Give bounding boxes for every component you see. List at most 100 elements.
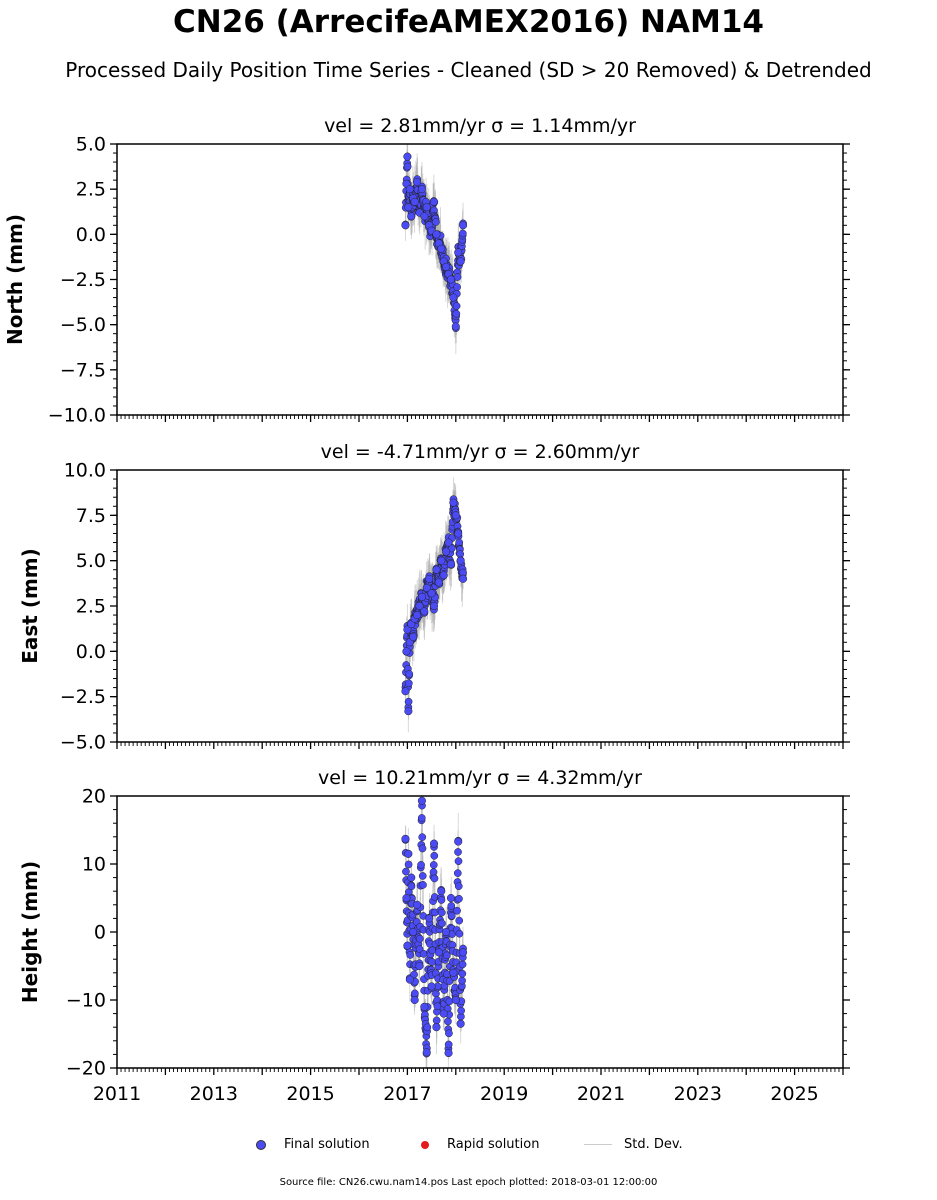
data-point (429, 839, 439, 848)
y-axis-label: Height (mm) (18, 861, 42, 1003)
data-point (405, 185, 414, 194)
data-point (449, 498, 458, 507)
legend-label-final: Final solution (284, 1137, 370, 1152)
data-point (417, 185, 426, 194)
data-point (401, 687, 410, 696)
std-dev-line-icon (584, 1144, 612, 1145)
y-tick-label: 2.5 (76, 179, 106, 201)
data-point (404, 697, 413, 706)
data-point (456, 1019, 465, 1028)
data-point (403, 152, 412, 161)
data-point (432, 1016, 441, 1025)
data-point (402, 893, 411, 903)
y-tick-label: 10 (82, 854, 106, 876)
data-point (403, 625, 412, 634)
data-point (415, 601, 424, 611)
data-point (446, 560, 456, 569)
data-point (452, 302, 461, 310)
data-point (444, 538, 453, 547)
data-point (437, 896, 446, 904)
data-point (459, 948, 468, 957)
data-point (425, 914, 434, 923)
data-point (447, 902, 456, 910)
y-tick-label: −10 (66, 990, 106, 1012)
data-point (438, 919, 446, 928)
data-point (437, 908, 446, 917)
data-point (442, 262, 451, 271)
plot-frame (116, 795, 844, 1069)
data-point (444, 1048, 453, 1058)
x-tick-label: 2017 (383, 1083, 431, 1105)
y-tick-label: 7.5 (76, 505, 106, 527)
data-point (454, 848, 462, 856)
panel-title: vel = -4.71mm/yr σ = 2.60mm/yr (321, 441, 640, 463)
data-point (437, 556, 446, 565)
data-point (429, 601, 439, 611)
data-point (430, 874, 439, 883)
y-axis-label: North (mm) (3, 214, 27, 345)
data-point (407, 873, 416, 882)
data-point (417, 861, 425, 869)
x-tick-label: 2025 (770, 1083, 818, 1105)
data-point (404, 849, 413, 858)
data-point (444, 1017, 452, 1026)
x-tick-label: 2015 (286, 1083, 334, 1105)
final-solution-points (401, 152, 468, 333)
data-point (453, 906, 461, 915)
data-point (409, 927, 418, 937)
data-point (432, 565, 441, 574)
y-tick-label: 5.0 (76, 550, 106, 572)
y-tick-label: −7.5 (60, 359, 106, 381)
y-axis-label: East (mm) (18, 548, 42, 664)
data-point (458, 969, 467, 978)
final-solution-points (401, 495, 468, 716)
data-point (404, 707, 413, 716)
data-point (449, 293, 458, 302)
data-point (404, 203, 413, 212)
data-point (454, 529, 463, 538)
data-point (402, 867, 410, 876)
data-point (454, 857, 463, 866)
data-point (446, 275, 456, 284)
data-point (404, 860, 413, 869)
page-title: CN26 (ArrecifeAMEX2016) NAM14 (173, 4, 764, 40)
data-point (423, 1023, 432, 1032)
data-point (453, 283, 461, 291)
data-point (428, 958, 436, 966)
legend-item-final: Final solution (256, 1137, 370, 1152)
data-point (437, 244, 446, 253)
data-point (422, 1048, 431, 1057)
y-tick-label: −2.5 (60, 686, 106, 708)
y-tick-label: 0.0 (76, 641, 106, 663)
y-tick-label: 10.0 (64, 460, 106, 482)
panel-title: vel = 2.81mm/yr σ = 1.14mm/yr (324, 115, 636, 137)
y-tick-label: −10.0 (48, 405, 106, 427)
panel-title: vel = 10.21mm/yr σ = 4.32mm/yr (318, 767, 642, 789)
legend-label-std: Std. Dev. (624, 1137, 683, 1152)
page-subtitle: Processed Daily Position Time Series - C… (65, 58, 872, 82)
data-point (454, 837, 463, 846)
data-point (459, 574, 468, 583)
rapid-solution-marker-icon (421, 1140, 429, 1149)
data-point (415, 961, 424, 971)
data-point (442, 951, 451, 960)
data-point (413, 177, 422, 186)
data-point (404, 679, 413, 688)
data-point (458, 976, 466, 985)
data-point (451, 322, 460, 331)
data-point (453, 869, 462, 877)
data-point (422, 583, 431, 592)
data-point (444, 1040, 453, 1049)
data-point (403, 162, 412, 171)
data-point (430, 851, 439, 860)
data-point (453, 273, 462, 281)
data-point (402, 647, 411, 656)
data-point (413, 611, 422, 620)
data-point (445, 1029, 453, 1038)
data-point (434, 948, 443, 957)
data-point (452, 309, 461, 318)
data-point (458, 960, 467, 969)
data-point (409, 632, 418, 641)
x-tick-label: 2019 (480, 1083, 528, 1105)
data-point (401, 834, 410, 843)
